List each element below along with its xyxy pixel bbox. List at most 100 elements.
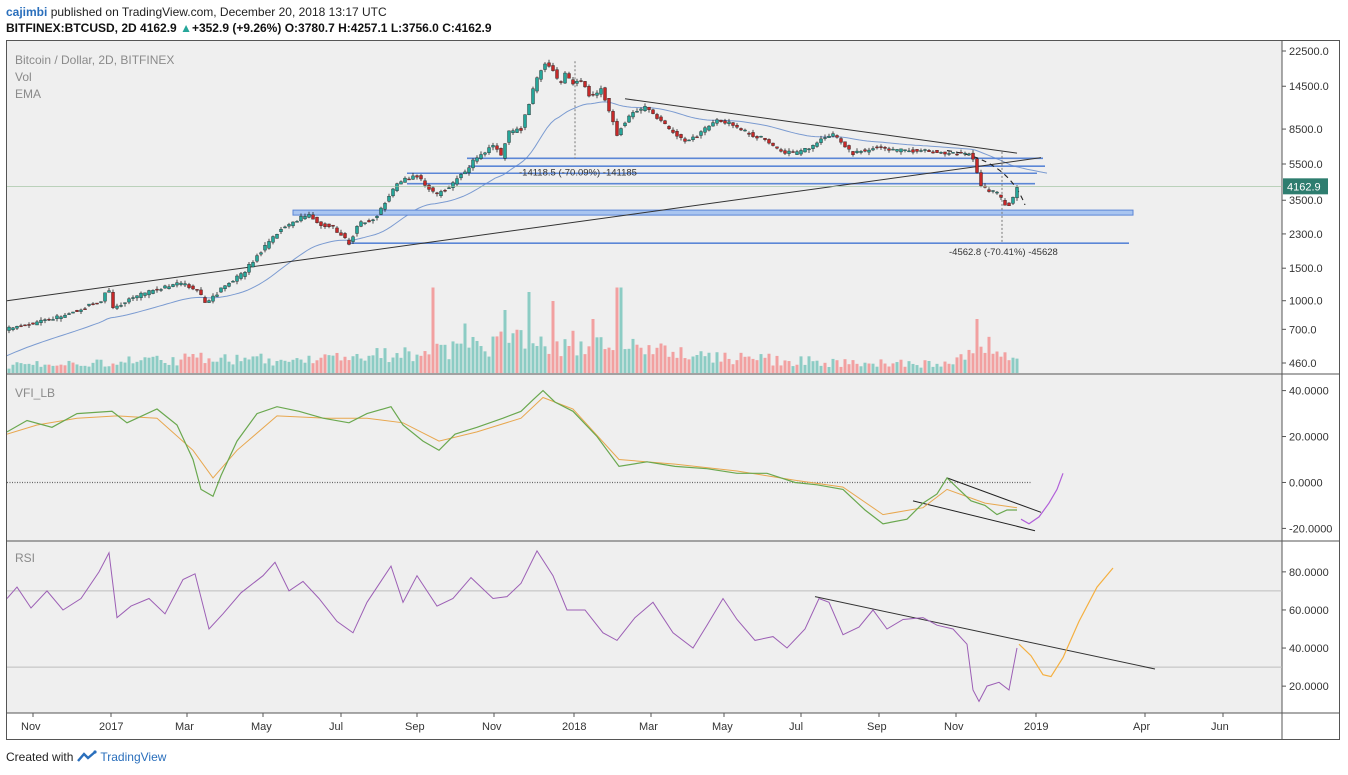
chart-canvas[interactable]: 22500.0 14500.0 8500.0 5500.0 3500.0 2300.0 15… [7,41,1339,739]
price-change: +352.9 (+9.26%) [191,21,282,35]
time-tick-label-5: Sep [405,721,425,733]
candle-up [523,114,527,128]
volume-bar [119,361,123,373]
candle-down [655,114,659,119]
volume-bar [951,364,955,373]
volume-bar [623,349,627,373]
volume-bar [887,366,891,373]
candle-down [955,153,959,156]
candle-up [295,221,299,223]
volume-bar [915,365,919,373]
volume-bar [207,358,211,373]
candle-down [591,94,595,96]
candle-up [231,281,235,283]
volume-bar [347,360,351,373]
candle-up [963,152,967,155]
candle-up [79,309,83,312]
candle-up [219,287,223,293]
volume-bar [723,352,727,373]
candle-down [763,137,767,140]
volume-bar [755,360,759,373]
volume-bar [671,351,675,373]
candle-up [827,135,831,138]
candle-down [587,86,591,97]
volume-bar [87,366,91,373]
author-link[interactable]: cajimbi [6,5,48,19]
candle-up [163,285,167,289]
volume-bar [19,363,23,373]
volume-bar [543,346,547,373]
rsi-tick-label-3: 20.0000 [1289,681,1329,693]
volume-bar [851,360,855,373]
volume-bar [519,330,523,373]
volume-bar [79,365,83,373]
candle-down [911,149,915,153]
volume-bar [507,342,511,373]
tradingview-brand-link[interactable]: TradingView [100,750,167,764]
volume-bar [95,359,99,373]
candle-up [123,302,127,304]
time-tick-label-1: 2017 [99,721,123,733]
candle-down [771,142,775,146]
candle-down [427,184,431,190]
volume-bar [675,357,679,373]
volume-bar [859,366,863,373]
candle-down [423,180,427,186]
candle-up [895,149,899,152]
volume-bar [963,359,967,373]
volume-bar [603,349,607,373]
volume-bar [147,357,151,373]
candle-down [611,111,615,123]
volume-bar [663,345,667,373]
volume-bar [131,363,135,373]
volume-bar [43,364,47,373]
volume-bar [379,358,383,373]
candle-up [59,316,63,319]
volume-bar [51,365,55,373]
volume-bar [23,364,27,373]
candle-down [915,149,919,152]
candle-up [619,128,623,136]
volume-bar [319,357,323,373]
volume-bar [683,358,687,373]
volume-bar [55,365,59,373]
time-tick-label-14: Apr [1133,721,1150,733]
volume-bar [179,359,183,373]
volume-bar [235,354,239,373]
volume-bar [983,352,987,373]
chart-area[interactable]: 22500.0 14500.0 8500.0 5500.0 3500.0 2300.0 15… [6,40,1340,740]
volume-bar [743,356,747,373]
volume-bar [839,366,843,373]
volume-bar [35,361,39,373]
volume-bar [27,363,31,373]
volume-bar [919,367,923,373]
candle-down [783,150,787,154]
volume-bar [31,364,35,373]
candle-up [411,175,415,180]
candle-down [835,135,839,138]
candle-up [11,327,15,330]
candle-down [195,289,199,291]
candle-down [499,148,503,156]
volume-bar [219,357,223,373]
candle-up [691,136,695,141]
candle-down [931,151,935,154]
candle-up [487,147,491,153]
candle-up [815,142,819,147]
volume-bar [351,356,355,373]
volume-bar [47,364,51,373]
volume-bar [447,359,451,373]
candle-down [767,139,771,144]
volume-bar [375,348,379,373]
vfi-tick-label-1: 20.0000 [1289,432,1329,444]
volume-bar [39,366,43,373]
volume-bar [367,355,371,373]
candle-down [331,224,335,227]
rsi-tick-label-2: 40.0000 [1289,643,1329,655]
volume-bar [307,355,311,373]
time-tick-label-7: 2018 [562,721,586,733]
volume-bar [551,301,555,373]
candle-up [359,221,363,227]
volume-bar [615,287,619,373]
open-value: 3780.7 [298,21,335,35]
